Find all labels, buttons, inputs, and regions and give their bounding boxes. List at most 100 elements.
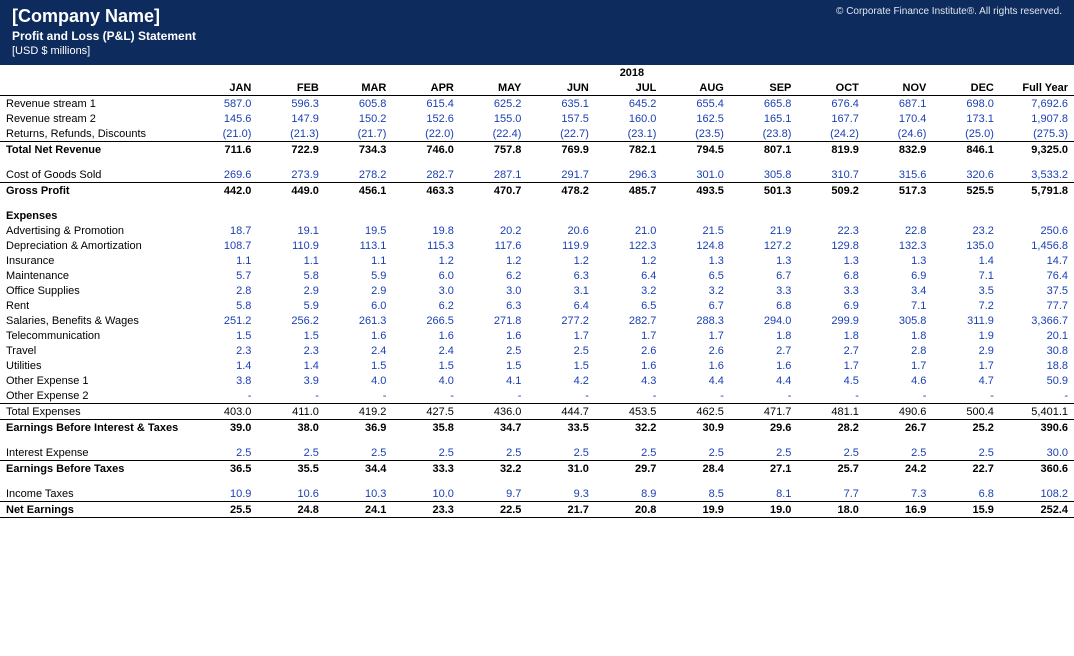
value-cell: 10.9 <box>190 486 258 502</box>
full-year-cell: 18.8 <box>1000 358 1074 373</box>
full-year-cell: 252.4 <box>1000 502 1074 518</box>
value-cell: 157.5 <box>527 111 595 126</box>
value-cell: - <box>460 388 528 404</box>
statement-title: Profit and Loss (P&L) Statement <box>12 29 1062 43</box>
table-row: Maintenance5.75.85.96.06.26.36.46.56.76.… <box>0 268 1074 283</box>
value-cell: 6.5 <box>595 298 663 313</box>
value-cell: 23.3 <box>392 502 460 518</box>
value-cell: 1.4 <box>932 253 1000 268</box>
value-cell: - <box>257 388 325 404</box>
month-header: DEC <box>932 80 1000 96</box>
value-cell: 1.5 <box>190 328 258 343</box>
month-header: AUG <box>662 80 730 96</box>
value-cell: (21.0) <box>190 126 258 142</box>
row-label: Other Expense 1 <box>0 373 190 388</box>
value-cell: 1.1 <box>190 253 258 268</box>
value-cell: 7.1 <box>865 298 933 313</box>
value-cell: 1.7 <box>595 328 663 343</box>
value-cell: 1.3 <box>662 253 730 268</box>
month-header: FEB <box>257 80 325 96</box>
value-cell: - <box>932 388 1000 404</box>
value-cell: 7.1 <box>932 268 1000 283</box>
value-cell: 2.5 <box>730 445 798 461</box>
value-cell: 24.1 <box>325 502 393 518</box>
value-cell: 6.9 <box>797 298 865 313</box>
spacer-cell <box>0 435 1074 445</box>
value-cell: 5.8 <box>257 268 325 283</box>
table-row: Office Supplies2.82.92.93.03.03.13.23.23… <box>0 283 1074 298</box>
row-label: Revenue stream 2 <box>0 111 190 126</box>
row-label: Returns, Refunds, Discounts <box>0 126 190 142</box>
value-cell: 35.8 <box>392 420 460 436</box>
value-cell: 2.5 <box>527 445 595 461</box>
value-cell: 2.5 <box>865 445 933 461</box>
value-cell: 6.7 <box>662 298 730 313</box>
value-cell: 19.1 <box>257 223 325 238</box>
value-cell: (24.2) <box>797 126 865 142</box>
value-cell: 277.2 <box>527 313 595 328</box>
value-cell: 485.7 <box>595 183 663 199</box>
full-year-cell: 77.7 <box>1000 298 1074 313</box>
value-cell: 769.9 <box>527 142 595 158</box>
full-year-cell: 1,907.8 <box>1000 111 1074 126</box>
value-cell: 6.3 <box>527 268 595 283</box>
value-cell: 3.8 <box>190 373 258 388</box>
value-cell: 21.7 <box>527 502 595 518</box>
value-cell: 1.5 <box>392 358 460 373</box>
table-row <box>0 198 1074 208</box>
value-cell: 5.8 <box>190 298 258 313</box>
value-cell: 6.7 <box>730 268 798 283</box>
value-cell: 453.5 <box>595 404 663 420</box>
value-cell: - <box>325 388 393 404</box>
value-cell: 471.7 <box>730 404 798 420</box>
value-cell: 665.8 <box>730 96 798 112</box>
value-cell: 33.3 <box>392 461 460 477</box>
value-cell: - <box>392 388 460 404</box>
value-cell: 3.4 <box>865 283 933 298</box>
value-cell: 2.8 <box>190 283 258 298</box>
value-cell: - <box>190 388 258 404</box>
value-cell: 4.7 <box>932 373 1000 388</box>
value-cell: 4.6 <box>865 373 933 388</box>
table-row <box>0 435 1074 445</box>
value-cell: 4.5 <box>797 373 865 388</box>
value-cell: 29.7 <box>595 461 663 477</box>
value-cell: 278.2 <box>325 167 393 183</box>
row-label: Interest Expense <box>0 445 190 461</box>
full-year-cell: 3,366.7 <box>1000 313 1074 328</box>
value-cell: 1.6 <box>662 358 730 373</box>
value-cell: 8.5 <box>662 486 730 502</box>
value-cell: 2.5 <box>797 445 865 461</box>
full-year-cell: 5,791.8 <box>1000 183 1074 199</box>
value-cell: 273.9 <box>257 167 325 183</box>
table-row: Revenue stream 1587.0596.3605.8615.4625.… <box>0 96 1074 112</box>
value-cell: 150.2 <box>325 111 393 126</box>
value-cell: 676.4 <box>797 96 865 112</box>
value-cell: 1.9 <box>932 328 1000 343</box>
value-cell: 15.9 <box>932 502 1000 518</box>
value-cell: 162.5 <box>662 111 730 126</box>
value-cell: 6.4 <box>527 298 595 313</box>
header-bar: [Company Name] Profit and Loss (P&L) Sta… <box>0 0 1074 65</box>
table-row: Other Expense 13.83.94.04.04.14.24.34.44… <box>0 373 1074 388</box>
table-row: Total Net Revenue711.6722.9734.3746.0757… <box>0 142 1074 158</box>
full-year-cell: 37.5 <box>1000 283 1074 298</box>
value-cell: 36.5 <box>190 461 258 477</box>
value-cell: - <box>595 388 663 404</box>
value-cell: 463.3 <box>392 183 460 199</box>
value-cell: 1.5 <box>460 358 528 373</box>
value-cell: 2.5 <box>190 445 258 461</box>
value-cell: 135.0 <box>932 238 1000 253</box>
value-cell: - <box>527 388 595 404</box>
value-cell: 846.1 <box>932 142 1000 158</box>
value-cell: 30.9 <box>662 420 730 436</box>
year-spacer <box>0 65 190 80</box>
table-row: Other Expense 2------------- <box>0 388 1074 404</box>
value-cell: 2.7 <box>797 343 865 358</box>
value-cell: 500.4 <box>932 404 1000 420</box>
value-cell: 605.8 <box>325 96 393 112</box>
row-label: Earnings Before Taxes <box>0 461 190 477</box>
value-cell: 287.1 <box>460 167 528 183</box>
value-cell: 1.4 <box>190 358 258 373</box>
table-row: Depreciation & Amortization108.7110.9113… <box>0 238 1074 253</box>
